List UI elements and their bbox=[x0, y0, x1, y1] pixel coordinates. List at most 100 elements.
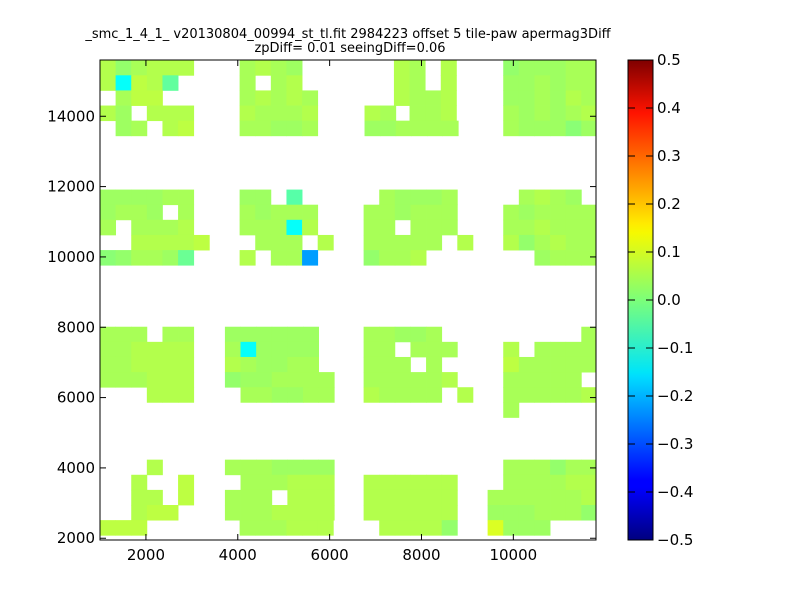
x-tick-label: 4000 bbox=[219, 546, 257, 564]
heatmap-cell bbox=[302, 505, 319, 521]
heatmap-cell bbox=[503, 387, 520, 403]
heatmap-cell bbox=[379, 372, 396, 388]
heatmap-cell bbox=[178, 356, 195, 373]
heatmap-cell bbox=[550, 372, 567, 388]
heatmap-cell bbox=[394, 234, 411, 251]
heatmap-cell bbox=[534, 356, 551, 373]
heatmap-cell bbox=[302, 105, 319, 122]
heatmap-cell bbox=[115, 120, 132, 137]
heatmap-cell bbox=[518, 505, 535, 521]
heatmap-cell bbox=[146, 341, 163, 358]
heatmap-cell bbox=[518, 234, 535, 251]
heatmap-cell bbox=[178, 234, 195, 251]
x-tick-label: 2000 bbox=[127, 546, 165, 564]
heatmap-cell bbox=[224, 341, 241, 358]
heatmap-cell bbox=[178, 105, 195, 122]
heatmap-cell bbox=[146, 90, 163, 106]
heatmap-cell bbox=[162, 326, 179, 343]
heatmap-cell bbox=[534, 520, 551, 536]
heatmap-cell bbox=[565, 189, 582, 206]
heatmap-cell bbox=[518, 356, 535, 373]
heatmap-cell bbox=[565, 105, 582, 122]
heatmap-cell bbox=[100, 372, 117, 388]
heatmap-cell bbox=[503, 234, 520, 251]
heatmap-cell bbox=[256, 505, 273, 521]
heatmap-cell bbox=[410, 234, 427, 251]
heatmap-cell bbox=[131, 120, 148, 137]
heatmap-cell bbox=[146, 489, 163, 506]
heatmap-cell bbox=[426, 387, 443, 403]
heatmap-cell bbox=[146, 356, 163, 373]
heatmap-cell bbox=[363, 372, 380, 388]
heatmap-cell bbox=[115, 341, 132, 358]
heatmap-cell bbox=[178, 341, 195, 358]
heatmap-cell bbox=[131, 234, 148, 251]
heatmap-cell bbox=[131, 60, 148, 76]
heatmap-cell bbox=[565, 120, 582, 137]
heatmap-cell bbox=[581, 219, 596, 236]
heatmap-cell bbox=[239, 75, 256, 91]
heatmap-cell bbox=[410, 204, 427, 221]
heatmap-cell bbox=[518, 459, 535, 476]
heatmap-cell bbox=[302, 341, 319, 358]
heatmap-cell bbox=[394, 520, 411, 536]
heatmap-cell bbox=[146, 234, 163, 251]
heatmap-cell bbox=[178, 120, 195, 137]
heatmap-cell bbox=[271, 356, 288, 373]
heatmap-cell bbox=[410, 387, 427, 403]
heatmap-cell bbox=[393, 90, 410, 106]
heatmap-cell bbox=[379, 520, 396, 536]
heatmap-cell bbox=[410, 219, 427, 236]
heatmap-cell bbox=[394, 489, 411, 506]
heatmap-cell bbox=[518, 489, 535, 506]
y-tick-label: 8000 bbox=[57, 318, 95, 336]
heatmap-cell bbox=[363, 474, 380, 491]
heatmap-cell bbox=[239, 105, 256, 122]
heatmap-cell bbox=[240, 326, 257, 343]
heatmap-cell bbox=[534, 90, 551, 106]
heatmap-cell bbox=[178, 60, 195, 76]
heatmap-cell bbox=[363, 250, 380, 266]
heatmap-cell bbox=[550, 474, 567, 491]
heatmap-cell bbox=[224, 489, 241, 506]
heatmap-cell bbox=[363, 505, 380, 521]
heatmap-cell bbox=[100, 356, 117, 373]
heatmap-cell bbox=[270, 60, 287, 76]
heatmap-cell bbox=[565, 341, 582, 358]
heatmap-cell bbox=[379, 234, 396, 251]
heatmap-cell bbox=[287, 505, 304, 521]
heatmap-cell bbox=[565, 372, 582, 388]
heatmap-cell bbox=[100, 60, 117, 76]
heatmap-cell bbox=[100, 326, 117, 343]
heatmap-cell bbox=[255, 120, 272, 137]
heatmap-cell bbox=[115, 250, 132, 266]
heatmap-cell bbox=[441, 189, 458, 206]
heatmap-cell bbox=[410, 505, 427, 521]
heatmap-cell bbox=[255, 105, 272, 122]
heatmap-cell bbox=[240, 474, 257, 491]
heatmap-cell bbox=[271, 372, 288, 388]
heatmap-cell bbox=[409, 90, 426, 106]
heatmap-cell bbox=[441, 520, 458, 536]
heatmap-cell bbox=[518, 120, 535, 137]
heatmap-cell bbox=[581, 341, 596, 358]
heatmap-cell bbox=[550, 120, 567, 137]
heatmap-cell bbox=[287, 372, 304, 388]
heatmap-cell bbox=[270, 120, 287, 137]
heatmap-cell bbox=[302, 326, 319, 343]
heatmap-cell bbox=[240, 505, 257, 521]
heatmap-cell bbox=[255, 60, 272, 76]
heatmap-cell bbox=[115, 189, 132, 206]
heatmap-cell bbox=[565, 234, 582, 251]
heatmap-cell bbox=[318, 505, 335, 521]
heatmap-cell bbox=[534, 219, 551, 236]
heatmap-cell bbox=[410, 489, 427, 506]
heatmap-cell bbox=[550, 341, 567, 358]
heatmap-cell bbox=[534, 459, 551, 476]
heatmap-cell bbox=[131, 356, 148, 373]
heatmap-cell bbox=[379, 189, 396, 206]
heatmap-cell bbox=[503, 474, 520, 491]
heatmap-cell bbox=[271, 474, 288, 491]
heatmap-cell bbox=[131, 204, 148, 221]
